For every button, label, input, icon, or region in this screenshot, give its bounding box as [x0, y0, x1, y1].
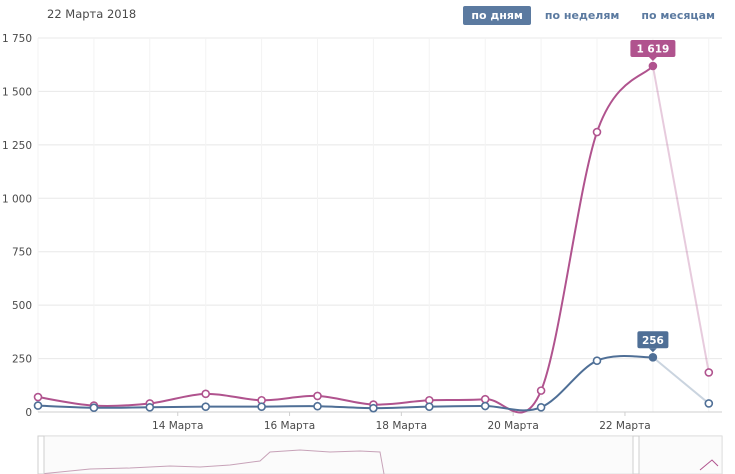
x-tick-label: 22 Марта: [599, 420, 650, 432]
series-line-faded-0: [651, 65, 710, 373]
selected-date: 22 Марта 2018: [47, 7, 137, 21]
value-badge: [637, 331, 669, 349]
series-line-0: [37, 65, 654, 414]
data-point: [89, 403, 99, 413]
value-badge-label: 256: [642, 335, 664, 347]
period-tabs: по дням по неделям по месяцам: [463, 6, 723, 25]
data-point: [536, 402, 546, 412]
data-point: [704, 399, 714, 408]
data-point: [480, 394, 490, 404]
x-tick-label: 16 Марта: [264, 420, 315, 432]
value-badge-pointer: [648, 56, 657, 61]
y-tick-label: 1 250: [2, 140, 32, 152]
series-line-faded-1: [652, 356, 710, 405]
navigator-preview-tail: [699, 459, 719, 471]
data-point: [33, 392, 43, 402]
data-point: [536, 386, 546, 395]
tab-by-weeks[interactable]: по неделям: [544, 9, 620, 22]
y-tick-label: 250: [12, 354, 32, 366]
data-point: [704, 368, 714, 377]
data-point: [424, 402, 434, 411]
series-line-1: [37, 355, 653, 412]
data-point: [648, 352, 658, 362]
data-point: [313, 391, 322, 401]
tab-by-months[interactable]: по месяцам: [641, 9, 715, 22]
x-tick-label: 20 Марта: [487, 420, 538, 432]
y-tick-label: 0: [25, 407, 32, 419]
data-point: [257, 402, 266, 411]
data-point: [145, 402, 155, 412]
data-point: [592, 127, 602, 137]
value-badge-label: 1 619: [636, 43, 669, 55]
navigator-handle-right: [632, 435, 640, 474]
y-tick-label: 1 000: [2, 193, 32, 205]
y-tick-label: 1 500: [2, 86, 32, 98]
y-tick-label: 500: [12, 300, 32, 312]
range-navigator[interactable]: [0, 435, 735, 474]
tab-by-days[interactable]: по дням: [463, 6, 531, 25]
data-point: [592, 356, 602, 366]
data-point: [33, 401, 43, 410]
data-point: [648, 61, 658, 71]
navigator-handle-left: [37, 435, 45, 474]
y-tick-label: 1 750: [2, 33, 32, 45]
data-point: [201, 389, 210, 399]
data-point: [480, 401, 490, 411]
data-point: [369, 403, 378, 413]
x-tick-label: 14 Марта: [152, 420, 203, 432]
value-badge-pointer: [648, 348, 657, 353]
navigator-preview-line: [39, 449, 385, 474]
data-point: [313, 401, 322, 411]
x-tick-label: 18 Марта: [376, 420, 427, 432]
value-badge: [630, 39, 676, 57]
y-tick-label: 750: [12, 247, 32, 259]
data-point: [201, 402, 210, 411]
